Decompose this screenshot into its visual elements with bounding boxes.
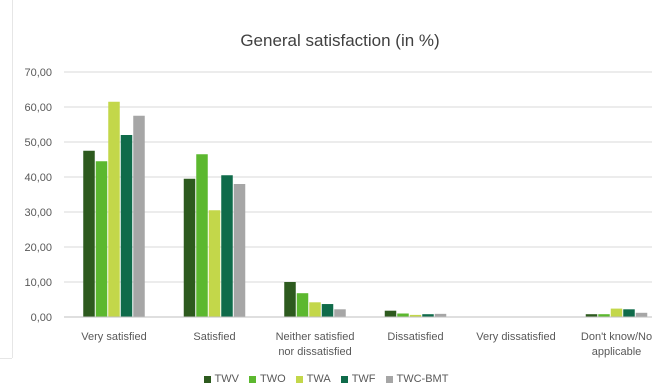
legend-swatch [295, 375, 303, 383]
y-tick-label: 20,00 [24, 242, 52, 254]
y-tick-label: 70,00 [24, 67, 52, 79]
bar-twa [208, 210, 221, 317]
y-tick-label: 40,00 [24, 172, 52, 184]
x-tick-label: Satisfied [193, 331, 235, 343]
legend-label: TWA [306, 373, 331, 385]
bar-two [95, 161, 108, 317]
y-tick-label: 0,00 [31, 312, 52, 324]
bar-twv [183, 178, 196, 317]
bar-two [397, 313, 409, 317]
bar-twa [610, 308, 623, 317]
bar-twa [108, 101, 120, 317]
legend-swatch [203, 375, 211, 383]
legend-item-twf: TWF [340, 373, 376, 385]
x-tick-label: Don't know/No applicable [581, 331, 652, 358]
bar-twf [623, 309, 635, 317]
y-tick-label: 10,00 [24, 277, 52, 289]
legend-label: TWV [214, 373, 239, 385]
bar-twc-bmt [133, 115, 145, 317]
x-tick-label: Very satisfied [81, 331, 146, 343]
chart-border-left [12, 0, 13, 358]
x-tick-label: Very dissatisfied [476, 331, 555, 343]
bar-twf [120, 135, 133, 317]
legend-item-twc-bmt: TWC-BMT [385, 373, 449, 385]
bar-two [196, 154, 208, 317]
bar-two [598, 314, 610, 317]
y-axis-ticks: 0,00 10,00 20,00 30,00 40,00 50,00 60,00 70,00 [24, 67, 52, 324]
bar-twc-bmt [334, 309, 346, 317]
x-axis-ticks: Very satisfied Satisfied Neither satisfied… [81, 331, 652, 358]
y-tick-label: 30,00 [24, 207, 52, 219]
bar-twv [83, 150, 95, 317]
legend-swatch [340, 375, 348, 383]
bars [83, 101, 648, 317]
legend-item-twa: TWA [295, 373, 331, 385]
legend-swatch [248, 375, 256, 383]
legend-item-twv: TWV [203, 373, 239, 385]
bar-twc-bmt [233, 184, 246, 317]
legend-label: TWO [259, 373, 286, 385]
legend-item-two: TWO [248, 373, 286, 385]
chart-title: General satisfaction (in %) [240, 31, 439, 50]
bar-twc-bmt [635, 312, 648, 317]
y-tick-label: 50,00 [24, 137, 52, 149]
bar-twa [409, 314, 422, 317]
legend-label: TWF [351, 373, 376, 385]
bar-twf [321, 304, 334, 317]
chart-border-bottom [0, 358, 12, 359]
gridlines [64, 71, 652, 283]
legend-swatch [385, 375, 393, 383]
bar-twf [221, 175, 233, 317]
bar-twv [384, 310, 397, 317]
x-tick-label: Neither satisfied nor dissatisfied [276, 331, 355, 358]
legend: TWV TWO TWA TWF TWC-BMT [0, 371, 652, 387]
legend-label: TWC-BMT [396, 373, 449, 385]
bar-twv [585, 314, 598, 317]
bar-twf [422, 314, 434, 317]
bar-twv [284, 282, 296, 317]
x-tick-label: Dissatisfied [387, 331, 443, 343]
bar-twc-bmt [434, 313, 447, 317]
y-tick-label: 60,00 [24, 102, 52, 114]
bar-two [296, 293, 309, 317]
bar-twa [309, 302, 321, 317]
